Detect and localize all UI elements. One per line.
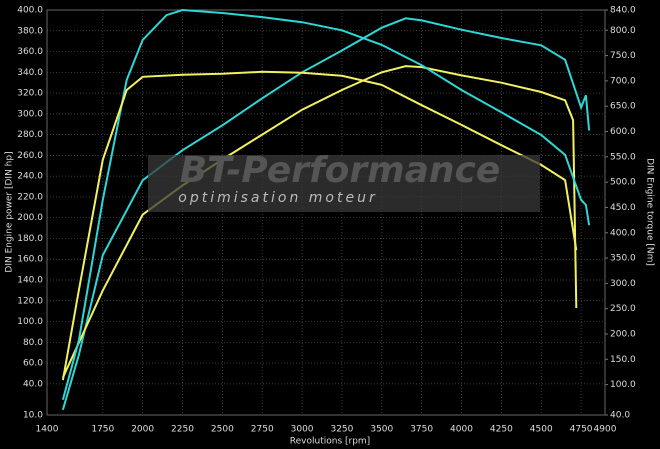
y2-tick-label: 450.0 (610, 203, 636, 213)
y2-tick-label: 250.0 (610, 304, 636, 314)
y2-tick-label: 350.0 (610, 254, 636, 264)
watermark-sub: optimisation moteur (178, 190, 377, 206)
y-tick-label: 380.0 (17, 26, 43, 36)
x-tick-label: 2000 (131, 425, 154, 435)
y2-tick-label: 40.0 (610, 411, 630, 421)
y-axis-label: DIN Engine power [DIN hp] (5, 151, 15, 272)
y2-tick-label: 650.0 (610, 102, 636, 112)
y2-tick-label: 550.0 (610, 152, 636, 162)
y-tick-label: 360.0 (17, 47, 43, 57)
y2-tick-label: 800.0 (610, 26, 636, 36)
y-tick-label: 40.0 (23, 379, 43, 389)
x-tick-label: 2250 (171, 425, 194, 435)
y2-tick-label: 700.0 (610, 76, 636, 86)
plot-frame (46, 9, 606, 416)
watermark-band (148, 155, 540, 212)
x-tick-label: 2500 (211, 425, 234, 435)
y2-tick-label: 840.0 (610, 6, 636, 16)
x-tick-label: 3750 (410, 425, 433, 435)
y-tick-label: 240.0 (17, 172, 43, 182)
y-tick-label: 400.0 (17, 6, 43, 16)
x-tick-label: 1750 (91, 425, 114, 435)
watermark: BT-Performance (180, 150, 501, 191)
y-tick-label: 160.0 (17, 255, 43, 265)
x-tick-label: 4900 (594, 425, 617, 435)
y-tick-label: 80.0 (23, 338, 43, 348)
x-tick-label: 4500 (530, 425, 553, 435)
plot: 10.0 40.0 60.0 80.0 100.0 120.0 140.0 160.0 180.… (17, 6, 636, 435)
y2-tick-label: 600.0 (610, 127, 636, 137)
y2-tick-label: 300.0 (610, 279, 636, 289)
x-tick-label: 3250 (330, 425, 353, 435)
line (61, 8, 591, 401)
x-axis-label: Revolutions [rpm] (290, 437, 370, 447)
y-tick-label: 100.0 (17, 317, 43, 327)
y2-tick-label: 500.0 (610, 178, 636, 188)
y2-axis-label: DIN Engine torque [Nm] (645, 158, 655, 266)
y-tick-label: 200.0 (17, 213, 43, 223)
line (61, 17, 591, 411)
y-tick-label: 300.0 (17, 109, 43, 119)
y-tick-label: 180.0 (17, 234, 43, 244)
line (61, 70, 578, 381)
y-tick-label: 340.0 (17, 68, 43, 78)
y-tick-label: 220.0 (17, 192, 43, 202)
line (61, 65, 578, 379)
x-tick-label: 4000 (450, 425, 473, 435)
x-tick-label: 3500 (370, 425, 393, 435)
y2-tick-label: 100.0 (610, 380, 636, 390)
y-tick-label: 10.0 (23, 411, 43, 421)
y-tick-label: 280.0 (17, 130, 43, 140)
x-tick-label: 1400 (36, 425, 59, 435)
x-tick-label: 3000 (291, 425, 314, 435)
y-tick-label: 140.0 (17, 276, 43, 286)
y2-tick-label: 150.0 (610, 355, 636, 365)
x-tick-label: 4250 (490, 425, 513, 435)
y2-tick-label: 750.0 (610, 51, 636, 61)
y2-tick-label: 200.0 (610, 330, 636, 340)
y2-tick-label: 400.0 (610, 228, 636, 238)
y-tick-label: 120.0 (17, 296, 43, 306)
x-tick-label: 2750 (251, 425, 274, 435)
x-tick-label: 4750 (570, 425, 593, 435)
y-tick-label: 320.0 (17, 89, 43, 99)
y-tick-label: 60.0 (23, 359, 43, 369)
y-tick-label: 260.0 (17, 151, 43, 161)
